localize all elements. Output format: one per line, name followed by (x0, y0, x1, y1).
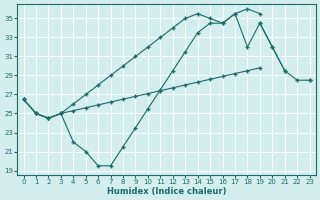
X-axis label: Humidex (Indice chaleur): Humidex (Indice chaleur) (107, 187, 226, 196)
